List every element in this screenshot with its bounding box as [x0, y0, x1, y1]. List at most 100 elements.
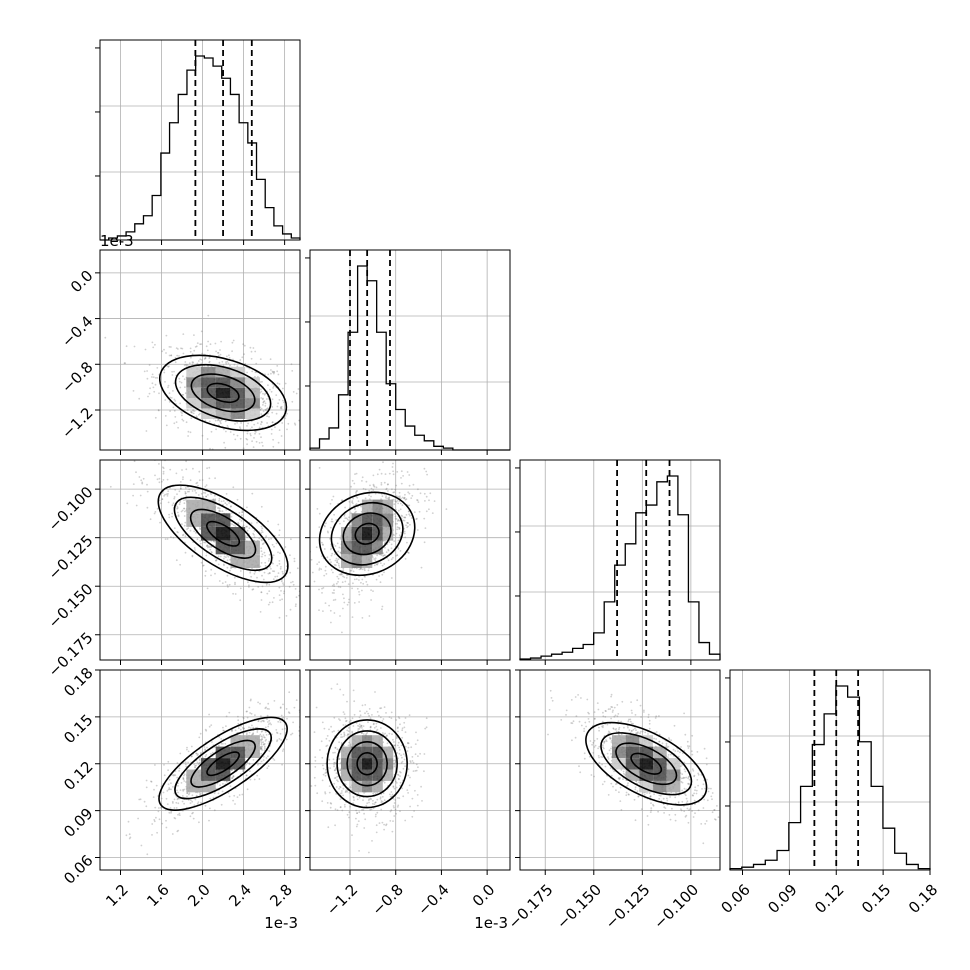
sample-point: [215, 358, 218, 360]
sample-point: [187, 793, 190, 796]
sample-point: [338, 718, 340, 720]
sample-point: [368, 494, 370, 497]
sample-point: [246, 432, 249, 435]
sample-point: [164, 538, 167, 540]
sample-point: [372, 792, 375, 795]
sample-point: [268, 719, 271, 722]
sample-point: [277, 441, 280, 444]
sample-point: [199, 793, 201, 796]
sample-point: [341, 581, 344, 584]
sample-point: [261, 555, 263, 558]
sample-point: [394, 488, 397, 491]
sample-point: [346, 813, 349, 816]
sample-point: [182, 352, 185, 355]
sample-point: [272, 757, 274, 760]
sample-point: [278, 399, 281, 401]
sample-point: [129, 836, 132, 839]
sample-point: [177, 791, 179, 794]
sample-point: [266, 718, 268, 721]
sample-point: [359, 714, 362, 717]
sample-point: [152, 346, 155, 349]
density-cell: [382, 527, 394, 541]
sample-point: [368, 851, 370, 854]
sample-point: [166, 365, 168, 367]
sample-point: [359, 726, 362, 729]
sample-point: [260, 420, 263, 423]
sample-point: [183, 773, 186, 776]
sample-point: [710, 787, 712, 790]
sample-point: [246, 506, 248, 509]
sample-point: [216, 507, 219, 509]
sample-point: [265, 757, 268, 759]
sample-point: [176, 493, 178, 496]
sample-point: [283, 401, 285, 404]
sample-point: [176, 798, 179, 801]
sample-point: [176, 830, 179, 833]
sample-point: [374, 559, 377, 562]
sample-point: [325, 771, 328, 773]
sample-point: [256, 521, 258, 524]
sample-point: [385, 551, 388, 554]
sample-point: [282, 387, 284, 390]
contour-line: [354, 522, 380, 545]
sample-point: [205, 484, 208, 486]
density-cell: [245, 540, 260, 555]
sample-point: [154, 416, 157, 419]
sample-point: [383, 823, 385, 826]
sample-point: [369, 725, 372, 728]
density-cell: [186, 366, 201, 378]
sample-point: [407, 551, 410, 554]
sample-point: [163, 348, 165, 351]
sample-point: [186, 746, 188, 749]
sample-point: [336, 559, 339, 562]
sample-point: [252, 532, 255, 535]
sample-point: [231, 341, 234, 344]
panel-frame: [99, 669, 301, 871]
sample-point: [260, 505, 263, 508]
sample-point: [132, 390, 135, 392]
sample-point: [342, 575, 344, 578]
sample-point: [394, 744, 397, 746]
sample-point: [155, 816, 157, 819]
sample-point: [264, 731, 267, 733]
sample-point: [399, 771, 402, 774]
sample-point: [174, 361, 177, 364]
sample-point: [326, 735, 329, 737]
sample-point: [340, 733, 343, 736]
sample-point: [374, 792, 377, 795]
sample-point: [390, 558, 393, 561]
sample-point: [293, 557, 296, 560]
sample-point: [255, 431, 257, 433]
sample-point: [199, 761, 201, 764]
sample-point: [334, 751, 336, 754]
sample-point: [199, 358, 202, 361]
sample-point: [271, 398, 274, 401]
sample-point: [322, 773, 325, 776]
sample-point: [260, 748, 263, 751]
sample-point: [636, 732, 639, 735]
sample-point: [401, 729, 404, 732]
histogram-2: [519, 475, 721, 660]
sample-point: [250, 712, 253, 715]
sample-point: [311, 603, 313, 605]
sample-point: [217, 418, 220, 421]
sample-point: [163, 369, 166, 371]
sample-point: [364, 576, 366, 578]
panel-frame: [309, 249, 511, 451]
sample-point: [279, 567, 282, 570]
sample-point: [270, 428, 273, 431]
sample-point: [276, 740, 278, 743]
sample-point: [381, 608, 383, 611]
sample-point: [151, 341, 154, 344]
sample-point: [268, 601, 271, 604]
sample-point: [169, 410, 171, 412]
sample-point: [610, 747, 612, 750]
sample-point: [195, 492, 197, 494]
sample-point: [372, 723, 375, 726]
sample-point: [321, 543, 324, 546]
sample-point: [373, 485, 376, 488]
sample-point: [354, 473, 356, 475]
sample-point: [405, 524, 407, 527]
sample-point: [185, 363, 187, 366]
sample-point: [208, 477, 211, 480]
